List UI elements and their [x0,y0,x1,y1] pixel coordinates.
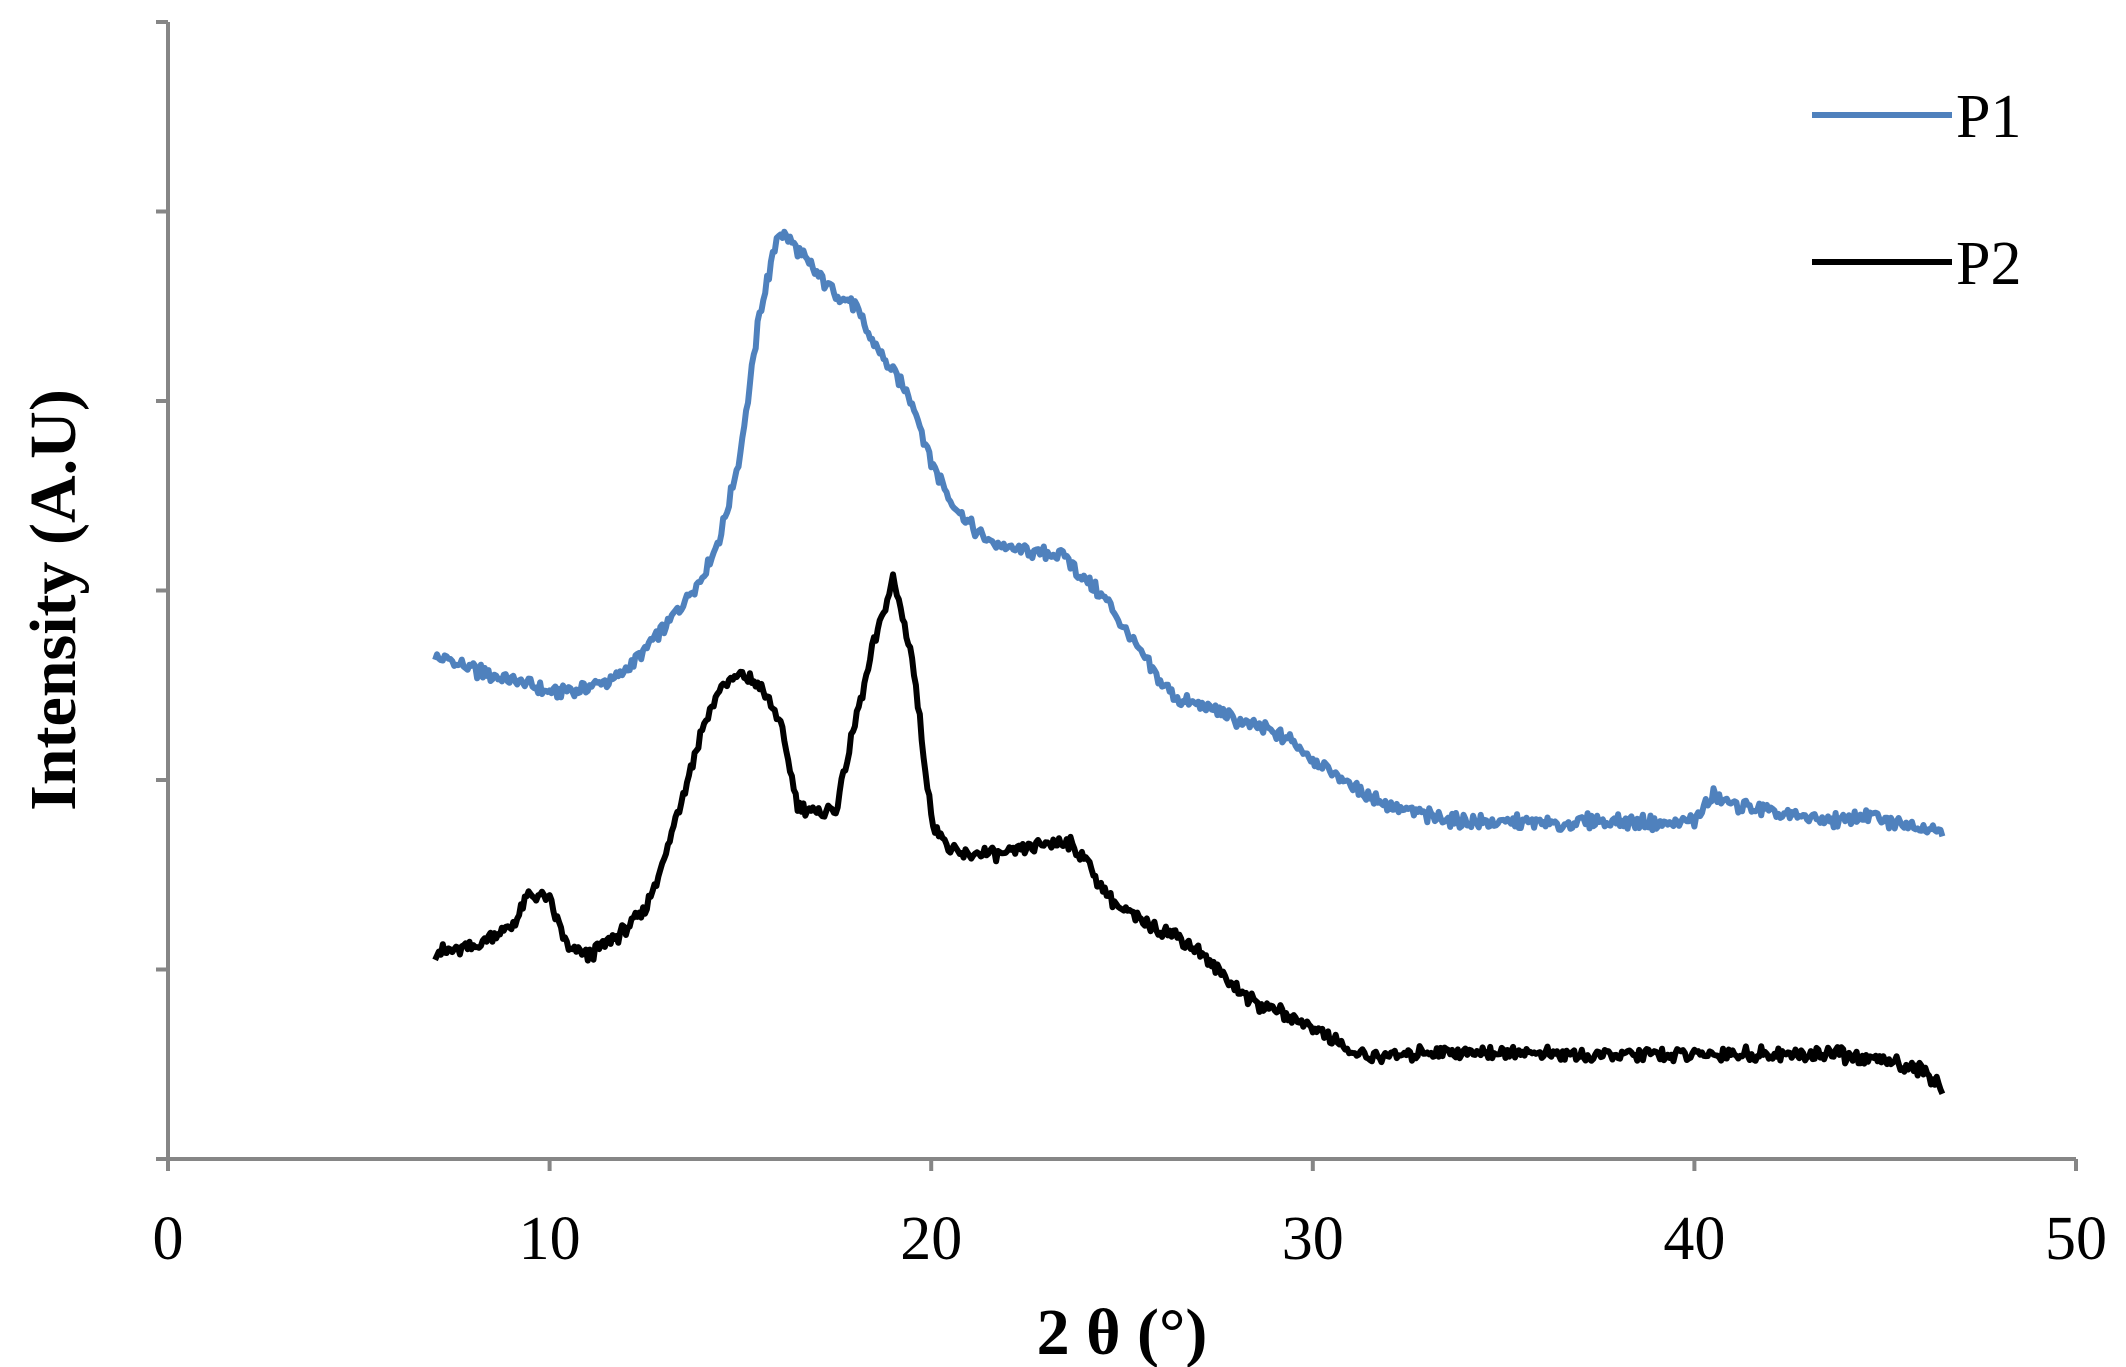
x-tick-label: 30 [1282,1205,1344,1273]
axes [166,22,2076,1161]
legend-label-p1: P1 [1956,83,2021,151]
x-ticks: 0 10 20 30 40 50 [153,1159,2107,1273]
series-line-p2 [432,571,1946,1095]
legend: P1 P2 [1812,83,2021,298]
y-ticks [156,20,168,1161]
legend-label-p2: P2 [1956,230,2021,298]
x-tick-label: 40 [1663,1205,1725,1273]
x-axis-title: 2 θ (°) [1037,1296,1208,1367]
x-tick-label: 50 [2045,1205,2107,1273]
x-tick-label: 20 [900,1205,962,1273]
x-tick-label: 0 [153,1205,184,1273]
x-tick-label: 10 [519,1205,581,1273]
plot-area [432,228,1946,1095]
series-line-p1 [432,228,1946,838]
y-axis-title: Intensity (A.U) [17,389,90,811]
